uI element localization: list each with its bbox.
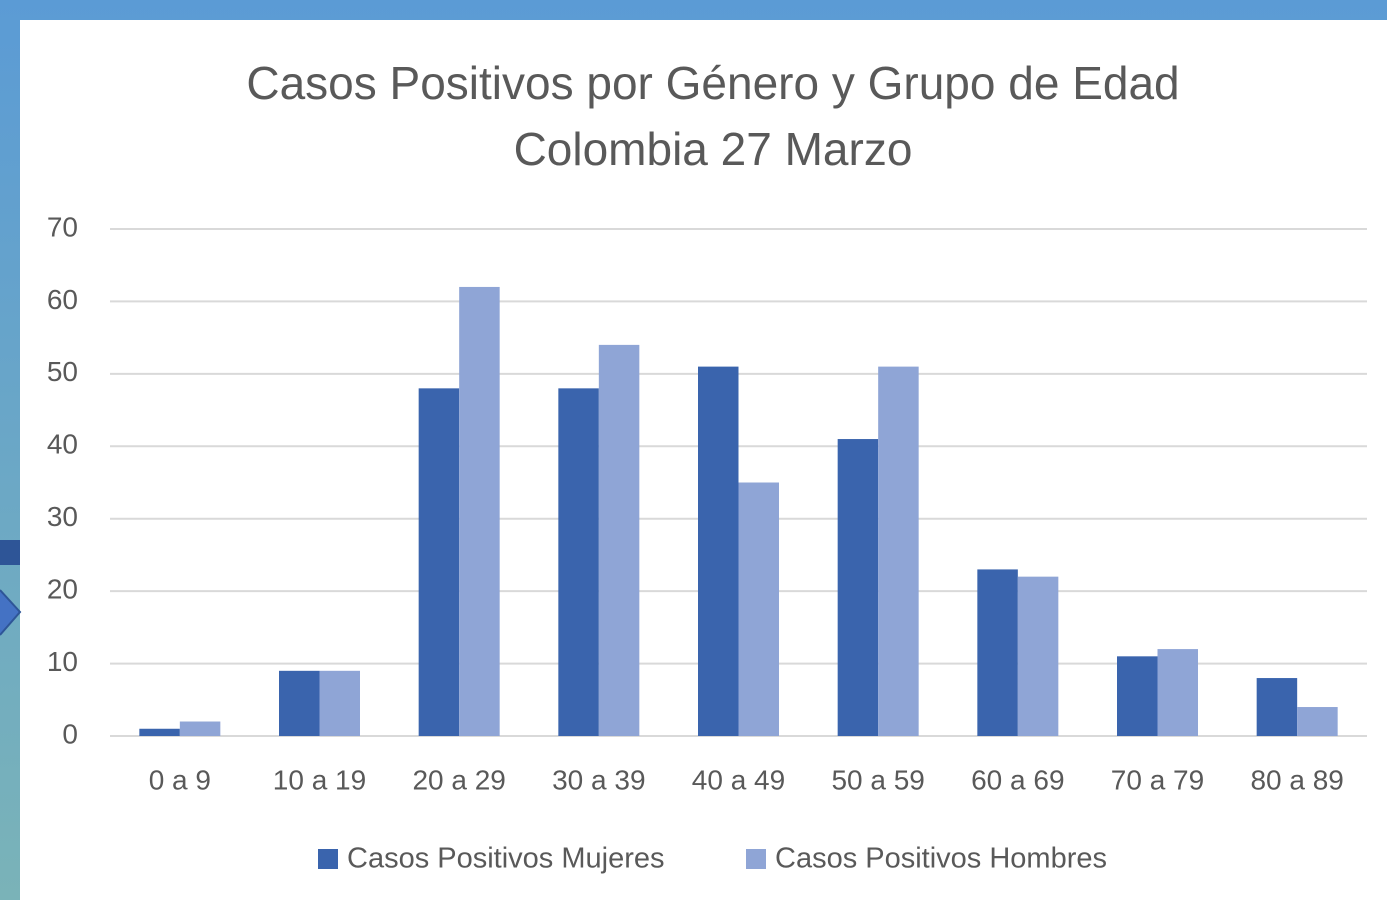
decoration <box>0 589 22 636</box>
y-tick-label: 10 <box>47 646 78 677</box>
x-tick-label: 70 a 79 <box>1111 764 1204 795</box>
y-tick-label: 70 <box>47 211 78 242</box>
chart-title: Casos Positivos por Género y Grupo de Ed… <box>246 57 1179 109</box>
legend-label: Casos Positivos Hombres <box>775 843 1107 875</box>
y-tick-label: 40 <box>47 429 78 460</box>
y-tick-label: 0 <box>62 718 78 749</box>
bar <box>139 728 180 736</box>
x-tick-label: 20 a 29 <box>412 764 505 795</box>
bar <box>738 482 779 736</box>
x-tick-label: 0 a 9 <box>149 764 211 795</box>
bar <box>179 721 221 736</box>
decoration <box>0 540 20 565</box>
bar <box>459 286 500 736</box>
bar <box>1117 656 1158 736</box>
y-tick-label: 50 <box>47 356 78 387</box>
y-tick-label: 60 <box>47 284 78 315</box>
bar <box>1157 649 1198 736</box>
x-tick-label: 40 a 49 <box>692 764 785 795</box>
bar <box>558 388 599 736</box>
bar <box>1017 576 1059 736</box>
bar <box>418 388 460 736</box>
bar <box>837 439 879 736</box>
bar <box>977 569 1018 736</box>
x-tick-label: 60 a 69 <box>971 764 1064 795</box>
legend-swatch <box>318 849 338 869</box>
bar <box>598 344 640 736</box>
bar <box>319 670 360 736</box>
bar <box>878 366 919 736</box>
x-tick-label: 30 a 39 <box>552 764 645 795</box>
chart-subtitle: Colombia 27 Marzo <box>514 123 913 175</box>
x-tick-label: 10 a 19 <box>273 764 366 795</box>
x-tick-label: 80 a 89 <box>1250 764 1343 795</box>
bar <box>698 366 739 736</box>
bar <box>1256 678 1298 736</box>
bar <box>1297 707 1338 736</box>
legend-swatch <box>746 849 766 869</box>
y-tick-label: 20 <box>47 574 78 605</box>
legend-label: Casos Positivos Mujeres <box>347 843 665 875</box>
y-tick-label: 30 <box>47 501 78 532</box>
bar <box>279 670 320 736</box>
x-tick-label: 50 a 59 <box>831 764 924 795</box>
